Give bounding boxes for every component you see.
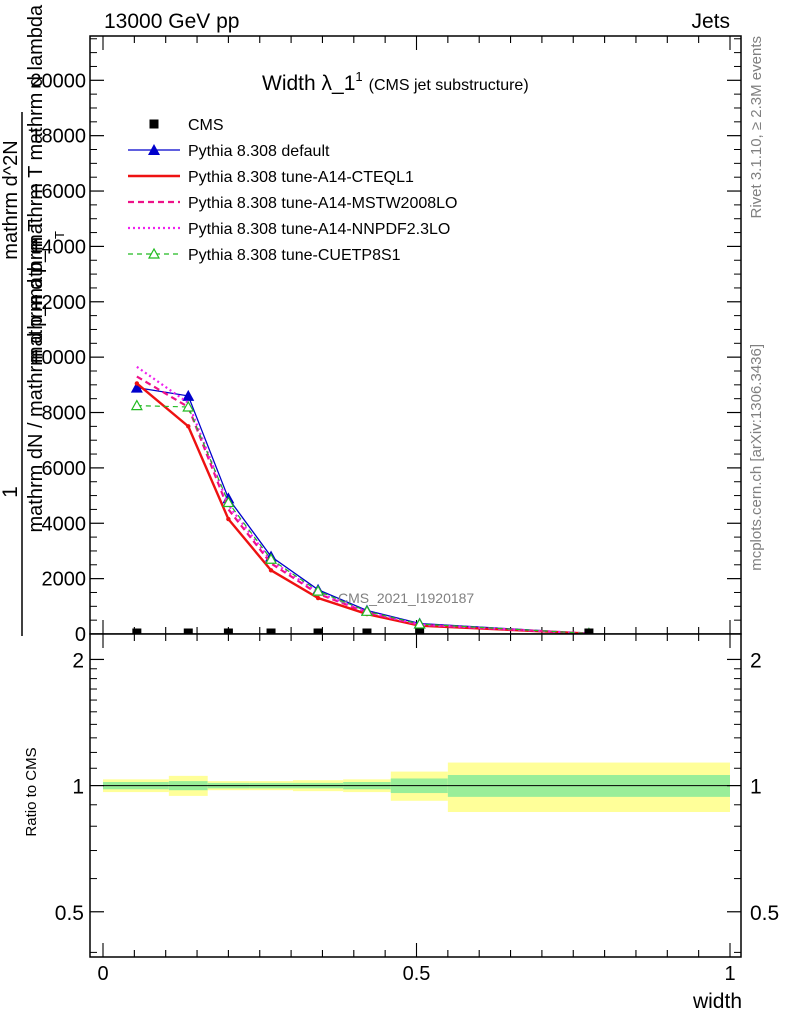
analysis-watermark: CMS_2021_I1920187 bbox=[338, 590, 474, 606]
mcplots-label: mcplots.cern.ch [arXiv:1306.3436] bbox=[748, 344, 765, 571]
series-2-point bbox=[315, 595, 321, 601]
header-right: Jets bbox=[691, 10, 730, 33]
main-y-ticks: 0 2000 4000 6000 8000 10000 12000 14000 16000 180… bbox=[30, 38, 741, 646]
x-tick-label: 1 bbox=[724, 963, 735, 985]
legend-entry-label: Pythia 8.308 default bbox=[188, 143, 330, 160]
ratio-x-ticks: 0 0.5 1 bbox=[97, 634, 736, 985]
ylabel-right-denominator: mathrm d p_mathrm T mathrm d lambda bbox=[25, 4, 47, 363]
series-1-point bbox=[130, 381, 143, 393]
legend-entry-label: Pythia 8.308 tune-CUETP8S1 bbox=[188, 247, 401, 264]
series-0-point bbox=[132, 628, 142, 638]
series-2-point bbox=[134, 381, 140, 386]
ylabel-right-numerator: mathrm d^2N bbox=[0, 140, 22, 259]
legend-entry-label: CMS bbox=[188, 117, 224, 134]
ratio-ylabel: Ratio to CMS bbox=[23, 747, 40, 836]
main-x-ticks bbox=[102, 36, 731, 634]
series-4-line bbox=[136, 365, 589, 635]
legend-entry-label: Pythia 8.308 tune-A14-CTEQL1 bbox=[188, 169, 414, 186]
legend-marker bbox=[149, 119, 159, 129]
main-y-tick-label: 6000 bbox=[42, 458, 87, 480]
ylabel-subscript-t: T bbox=[52, 231, 67, 239]
main-y-tick-label: 8000 bbox=[42, 403, 87, 425]
main-y-tick-label: 16000 bbox=[30, 181, 86, 203]
main-y-tick-label: 4000 bbox=[42, 513, 87, 535]
x-axis-label: width bbox=[692, 990, 742, 1013]
x-tick-label: 0 bbox=[97, 963, 108, 985]
legend-marker bbox=[148, 144, 160, 155]
title-main: Width λ_1 bbox=[262, 72, 355, 95]
series-2-point bbox=[268, 568, 274, 573]
title-superscript: 1 bbox=[355, 69, 362, 84]
series-0-point bbox=[183, 628, 193, 638]
series-2-point bbox=[226, 516, 231, 522]
ratio-panel: 0.5 0.51 12 2 0 0.5 1 Ratio to CMS width bbox=[23, 633, 779, 1013]
series-0-point bbox=[584, 628, 594, 638]
series-3-line bbox=[136, 375, 589, 635]
series-5-point bbox=[182, 400, 195, 412]
main-plot-area bbox=[90, 36, 741, 634]
rivet-version-label: Rivet 3.1.10, ≥ 2.3M events bbox=[748, 36, 765, 219]
x-tick-label: 0.5 bbox=[403, 963, 431, 985]
header-left: 13000 GeV pp bbox=[104, 10, 239, 33]
main-panel: 0 2000 4000 6000 8000 10000 12000 14000 16000 180… bbox=[30, 35, 742, 646]
series-5-point bbox=[130, 399, 143, 411]
series-5-point bbox=[360, 605, 373, 616]
main-ylabel: 1 mathrm dN / mathrm d p_mathrm T mathrm… bbox=[0, 4, 67, 636]
ratio-y-tick-label: 0.5 bbox=[55, 902, 84, 925]
legend: CMS Pythia 8.308 default Pythia 8.308 tune… bbox=[128, 117, 457, 264]
series-2-point bbox=[186, 424, 191, 429]
ratio-y-tick-label-right: 0.5 bbox=[750, 902, 779, 925]
series-5-point bbox=[222, 496, 235, 508]
ratio-y-tick-label: 2 bbox=[72, 649, 84, 672]
main-y-tick-label: 18000 bbox=[30, 126, 86, 148]
ratio-y-tick-label: 1 bbox=[72, 776, 84, 799]
main-y-tick-label: 12000 bbox=[30, 292, 86, 314]
ratio-y-ticks: 0.5 0.5 1 1 2 2 bbox=[55, 649, 779, 953]
legend-entry-label: Pythia 8.308 tune-A14-MSTW2008LO bbox=[188, 195, 457, 212]
main-title: Width λ_11 (CMS jet substructure) bbox=[262, 69, 529, 95]
ratio-y-tick-label-right: 2 bbox=[750, 649, 762, 672]
series-0-point bbox=[415, 628, 425, 638]
title-subtitle: (CMS jet substructure) bbox=[369, 77, 529, 94]
ratio-frame bbox=[89, 633, 742, 958]
ylabel-left-denominator: mathrm dN / mathrm d p_mathrm T bbox=[25, 219, 47, 532]
series-5-line bbox=[136, 404, 589, 635]
ylabel-left-numerator: 1 bbox=[0, 486, 22, 498]
main-y-tick-label: 2000 bbox=[42, 569, 87, 591]
series-0-point bbox=[362, 628, 372, 638]
series-5-point bbox=[413, 617, 426, 629]
series-1-point bbox=[182, 389, 195, 401]
ratio-y-tick-label-right: 1 bbox=[750, 776, 762, 799]
main-y-tick-label: 20000 bbox=[30, 70, 86, 92]
series-5-point bbox=[312, 584, 325, 596]
main-y-tick-label: 14000 bbox=[30, 236, 86, 258]
series-0-point bbox=[266, 628, 276, 638]
series-0-point bbox=[223, 628, 233, 638]
legend-entry-label: Pythia 8.308 tune-A14-NNPDF2.3LO bbox=[188, 221, 450, 238]
legend-marker bbox=[147, 247, 161, 259]
main-y-tick-label: 0 bbox=[75, 624, 86, 646]
main-y-tick-label: 10000 bbox=[30, 347, 86, 369]
series-0-point bbox=[313, 628, 323, 638]
series-5-point bbox=[265, 553, 278, 564]
